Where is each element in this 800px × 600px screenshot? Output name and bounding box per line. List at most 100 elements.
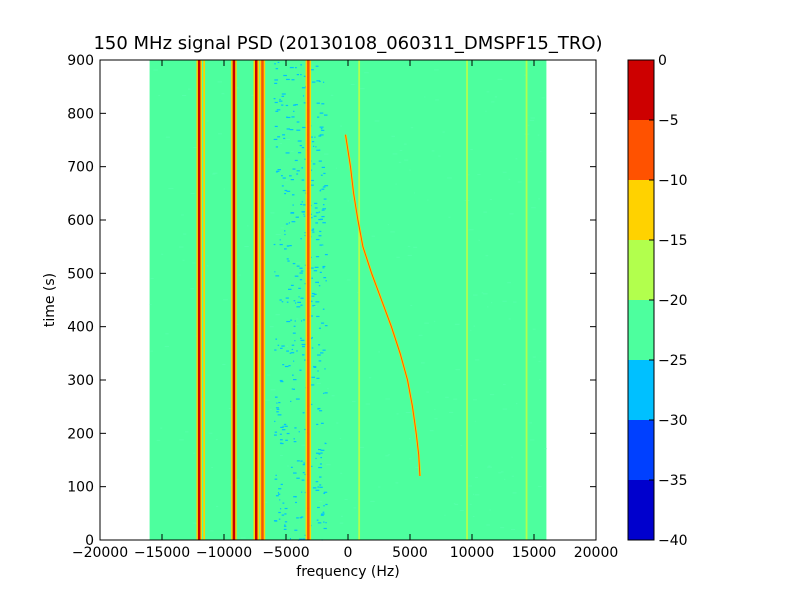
texture-speck [331, 395, 335, 397]
colorbar-band [628, 60, 654, 120]
texture-speck [433, 320, 436, 322]
texture-speck [319, 476, 322, 478]
texture-speck [311, 295, 315, 297]
texture-speck [161, 253, 164, 255]
texture-speck [309, 315, 313, 317]
texture-speck [319, 447, 321, 449]
texture-speck [322, 349, 326, 351]
texture-speck [279, 508, 282, 510]
texture-speck [168, 187, 174, 189]
texture-speck [316, 382, 322, 384]
texture-speck [320, 514, 324, 516]
texture-speck [284, 507, 288, 510]
texture-speck [491, 302, 493, 304]
texture-speck [284, 513, 287, 515]
texture-speck [489, 509, 491, 511]
texture-speck [291, 194, 295, 196]
texture-speck [487, 466, 493, 468]
texture-speck [313, 366, 317, 368]
colorbar-tick-label: −15 [658, 233, 688, 249]
texture-speck [319, 271, 322, 273]
texture-speck [507, 282, 512, 284]
y-tick-label: 100 [67, 480, 94, 496]
texture-speck [206, 120, 209, 122]
texture-speck [277, 136, 281, 138]
texture-speck [426, 391, 429, 393]
texture-speck [319, 230, 322, 233]
texture-speck [314, 306, 318, 308]
texture-speck [320, 422, 324, 424]
y-axis-ticks: 0 100 200 300 400 500 600 700 800 900 [67, 53, 596, 549]
texture-speck [315, 301, 320, 303]
y-tick-label: 400 [67, 320, 94, 336]
texture-speck [296, 318, 299, 320]
texture-speck [222, 364, 226, 366]
texture-speck [301, 167, 303, 169]
texture-speck [475, 476, 478, 478]
texture-speck [276, 109, 281, 111]
texture-speck [396, 256, 400, 258]
texture-speck [489, 394, 495, 396]
texture-speck [472, 515, 475, 517]
texture-speck [502, 408, 508, 410]
texture-speck [364, 72, 369, 74]
texture-speck [466, 174, 470, 176]
texture-speck [311, 465, 313, 467]
texture-speck [149, 304, 152, 306]
texture-speck [296, 265, 300, 267]
texture-speck [238, 274, 241, 276]
texture-speck [509, 213, 514, 215]
texture-speck [300, 304, 303, 306]
texture-speck [420, 362, 425, 364]
texture-speck [282, 134, 286, 136]
texture-speck [269, 326, 274, 328]
texture-speck [279, 143, 282, 145]
texture-speck [286, 301, 289, 303]
texture-speck [315, 481, 319, 483]
texture-speck [323, 198, 327, 200]
texture-speck [323, 81, 325, 83]
texture-speck [323, 153, 329, 155]
texture-speck [321, 103, 325, 105]
texture-speck [291, 388, 293, 390]
texture-speck [275, 314, 280, 316]
texture-speck [330, 94, 334, 96]
colorbar-band [628, 240, 654, 300]
texture-speck [300, 64, 303, 66]
texture-speck [418, 334, 423, 336]
texture-speck [315, 65, 319, 67]
texture-speck [300, 203, 303, 206]
texture-speck [302, 126, 306, 129]
texture-speck [284, 365, 289, 368]
texture-speck [280, 380, 284, 383]
texture-speck [318, 235, 322, 237]
x-tick-label: −10000 [196, 545, 252, 561]
texture-speck [319, 126, 324, 128]
texture-speck [321, 166, 326, 169]
texture-speck [325, 522, 327, 524]
texture-speck [538, 198, 541, 200]
texture-speck [275, 407, 279, 409]
texture-speck [322, 308, 325, 310]
texture-speck [315, 281, 319, 283]
texture-speck [287, 260, 290, 262]
texture-speck [284, 192, 287, 195]
texture-speck [323, 492, 326, 494]
texture-speck [296, 170, 300, 172]
texture-speck [318, 501, 323, 503]
texture-speck [299, 102, 302, 104]
texture-speck [274, 431, 278, 433]
texture-speck [280, 175, 283, 177]
texture-speck [312, 163, 316, 165]
texture-speck [312, 305, 316, 307]
texture-speck [477, 174, 481, 176]
texture-speck [295, 216, 299, 218]
texture-speck [317, 354, 321, 356]
texture-speck [210, 530, 214, 532]
texture-speck [340, 472, 343, 474]
texture-speck [277, 414, 282, 416]
texture-speck [215, 505, 219, 507]
texture-speck [515, 403, 518, 405]
texture-speck [278, 518, 281, 520]
texture-speck [407, 246, 411, 248]
